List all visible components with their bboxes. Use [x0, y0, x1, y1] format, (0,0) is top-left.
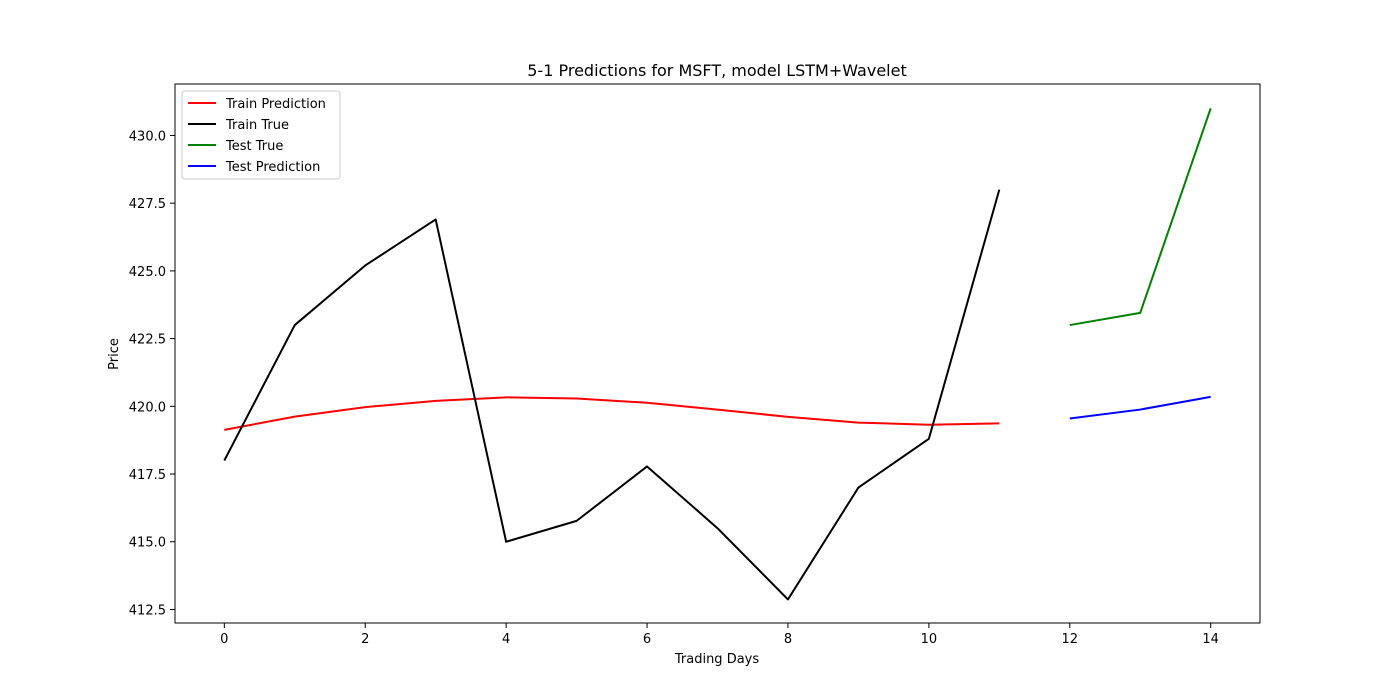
legend-label: Test True [225, 139, 283, 154]
axes-frame [174, 83, 1261, 624]
legend-label: Train Prediction [225, 97, 326, 112]
y-tick-label: 430.0 [129, 129, 166, 144]
x-tick-label: 4 [502, 632, 510, 647]
x-tick-label: 10 [921, 632, 938, 647]
y-tick-label: 422.5 [129, 333, 166, 348]
series-line-test-true [1069, 108, 1212, 327]
y-axis-label: Price [107, 338, 122, 370]
legend-label: Test Prediction [225, 160, 320, 175]
y-tick-label: 415.0 [129, 536, 166, 551]
y-tick-label: 427.5 [129, 197, 166, 212]
chart-title: 5-1 Predictions for MSFT, model LSTM+Wav… [527, 61, 906, 80]
x-tick-label: 14 [1202, 632, 1219, 647]
series-line-train-true [223, 189, 1001, 601]
x-axis-label: Trading Days [674, 652, 759, 667]
y-tick-label: 412.5 [129, 603, 166, 618]
x-tick-label: 12 [1061, 632, 1078, 647]
plot-area: 0 2 4 6 8 10 12 14 412.5 415.0 417.5 420.0 422.5 425.… [129, 83, 1261, 647]
legend-label: Train True [225, 118, 289, 133]
legend: Train Prediction Train True Test True Test … [181, 90, 341, 180]
x-tick-label: 2 [361, 632, 369, 647]
x-tick-label: 8 [784, 632, 792, 647]
y-tick-label: 425.0 [129, 265, 166, 280]
legend-box [181, 90, 341, 180]
y-tick-label: 420.0 [129, 400, 166, 415]
series-line-test-prediction [1069, 395, 1211, 420]
x-tick-label: 6 [643, 632, 651, 647]
series-line-train-prediction [224, 396, 1000, 431]
x-tick-label: 0 [220, 632, 228, 647]
y-tick-label: 417.5 [129, 468, 166, 483]
